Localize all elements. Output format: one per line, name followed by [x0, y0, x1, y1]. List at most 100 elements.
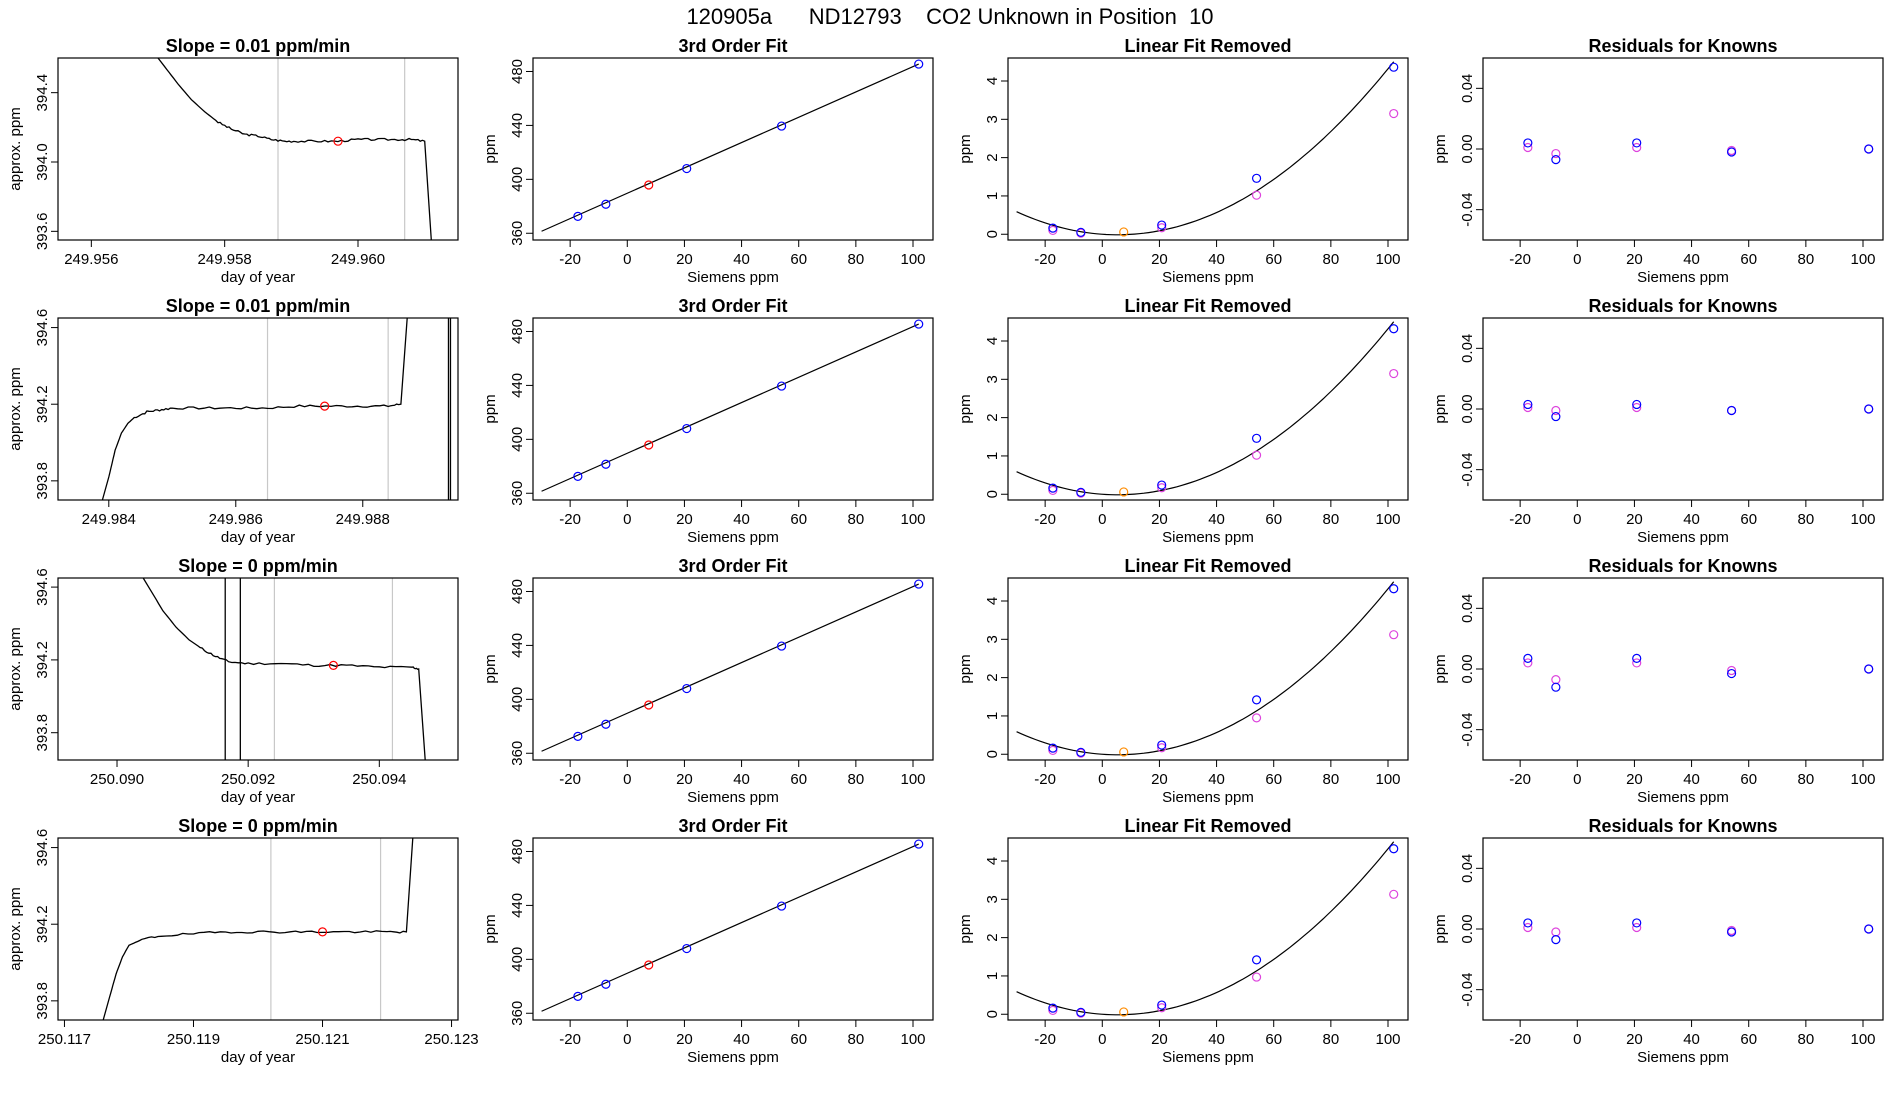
known-point	[573, 211, 583, 222]
known-raw-point	[1523, 922, 1533, 933]
x-tick-label: 40	[1683, 1031, 1700, 1048]
plot-frame	[1482, 57, 1884, 241]
x-tick-label: 60	[1265, 1031, 1282, 1048]
x-tick-label: -20	[559, 511, 581, 528]
panel-2-2: 3rd Order Fit -20 0 20 40 60 80 100 360 400 440 480…	[482, 296, 934, 546]
x-tick-label: 0	[623, 771, 631, 788]
y-tick-label: 0.00	[1459, 654, 1476, 683]
plot-area	[541, 59, 924, 232]
known-point	[601, 199, 611, 209]
known-point	[682, 683, 692, 694]
panel-title: Residuals for Knowns	[1588, 556, 1777, 576]
known-raw-point	[1632, 402, 1642, 413]
known-point	[776, 901, 787, 911]
plot-frame	[1482, 837, 1884, 1021]
y-axis-label: ppm	[957, 134, 974, 163]
mean-point-marker	[328, 660, 339, 670]
y-tick-label: 3	[984, 375, 1001, 383]
known-point	[1157, 220, 1167, 230]
known-raw-point	[1551, 675, 1561, 685]
plot-area	[157, 58, 432, 240]
x-tick-label: 249.988	[336, 511, 390, 528]
x-tick-label: 249.984	[82, 511, 136, 528]
y-axis-label: ppm	[482, 914, 499, 943]
x-tick-label: -20	[1034, 251, 1056, 268]
y-tick-label: 394.4	[34, 74, 51, 112]
known-point	[1251, 433, 1262, 443]
x-tick-label: 40	[1208, 1031, 1225, 1048]
known-raw-point	[1157, 483, 1167, 493]
plot-frame	[532, 837, 934, 1021]
panel-3-4: Residuals for Knowns -20 0 20 40 60 80 100 -0.04…	[1432, 556, 1884, 806]
mean-point-marker	[320, 401, 330, 411]
x-axis-label: Siemens ppm	[1637, 529, 1729, 546]
plot-frame	[532, 317, 934, 501]
unknown-point	[644, 960, 654, 970]
y-axis-label: approx. ppm	[7, 627, 24, 710]
known-raw-point	[1551, 405, 1561, 416]
x-tick-label: 100	[900, 251, 925, 268]
plot-area	[1523, 653, 1874, 692]
y-axis-label: ppm	[1432, 654, 1449, 683]
known-point	[573, 471, 583, 482]
known-raw-point	[1157, 223, 1167, 233]
panel-4-1: Slope = 0 ppm/min 250.117 250.119 250.121 25…	[7, 816, 479, 1066]
known-point	[1551, 155, 1561, 165]
y-tick-label: 0.00	[1459, 914, 1476, 943]
known-point	[601, 719, 611, 729]
y-tick-label: 440	[509, 113, 526, 138]
x-tick-label: 249.958	[198, 251, 252, 268]
unknown-point	[1119, 1007, 1129, 1017]
x-tick-label: -20	[1034, 1031, 1056, 1048]
x-tick-label: 20	[676, 771, 693, 788]
x-tick-label: -20	[1034, 771, 1056, 788]
y-tick-label: 393.8	[34, 982, 51, 1020]
panel-title: Linear Fit Removed	[1124, 556, 1291, 576]
y-tick-label: -0.04	[1459, 453, 1476, 487]
y-tick-label: 4	[984, 337, 1001, 345]
y-tick-label: 2	[984, 933, 1001, 941]
known-point	[914, 579, 924, 589]
x-axis-label: Siemens ppm	[1637, 1049, 1729, 1066]
y-axis-label: ppm	[1432, 914, 1449, 943]
x-tick-label: 40	[733, 771, 750, 788]
known-point	[1632, 399, 1642, 410]
known-raw-point	[1632, 922, 1642, 933]
x-tick-label: 0	[623, 1031, 631, 1048]
panel-title: Slope = 0 ppm/min	[178, 816, 338, 836]
y-tick-label: 1	[984, 452, 1001, 460]
plot-frame	[1007, 577, 1409, 761]
x-tick-label: -20	[1509, 251, 1531, 268]
known-raw-point	[1048, 485, 1058, 496]
fit-line	[541, 323, 919, 492]
known-raw-point	[1523, 658, 1533, 668]
known-point	[1551, 682, 1561, 692]
known-raw-point	[1251, 713, 1262, 723]
known-raw-point	[1048, 1005, 1058, 1016]
plot-frame	[1482, 577, 1884, 761]
x-tick-label: 100	[1375, 771, 1400, 788]
x-tick-label: 249.986	[209, 511, 263, 528]
panel-title: Linear Fit Removed	[1124, 296, 1291, 316]
plot-area	[541, 839, 924, 1012]
y-tick-label: -0.04	[1459, 713, 1476, 747]
plot-frame	[57, 577, 459, 761]
x-axis-label: Siemens ppm	[1162, 529, 1254, 546]
known-point	[1048, 483, 1058, 493]
y-tick-label: 360	[509, 481, 526, 506]
y-axis-label: ppm	[482, 654, 499, 683]
x-tick-label: 40	[1208, 251, 1225, 268]
known-point	[682, 423, 692, 434]
x-tick-label: 20	[1151, 771, 1168, 788]
x-tick-label: 0	[1098, 771, 1106, 788]
known-raw-point	[1389, 630, 1399, 640]
known-point	[1864, 924, 1874, 934]
y-tick-label: 440	[509, 633, 526, 658]
x-tick-label: 100	[900, 771, 925, 788]
x-tick-label: 250.119	[167, 1031, 220, 1048]
y-tick-label: 480	[509, 319, 526, 344]
x-tick-label: 80	[1798, 251, 1815, 268]
known-point	[601, 459, 611, 469]
panel-title: Residuals for Knowns	[1588, 296, 1777, 316]
known-point	[1389, 584, 1399, 594]
